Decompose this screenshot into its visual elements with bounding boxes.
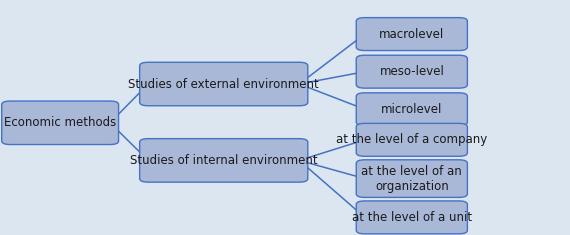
FancyBboxPatch shape	[140, 139, 308, 182]
FancyBboxPatch shape	[356, 93, 467, 126]
Text: Studies of external environment: Studies of external environment	[128, 78, 319, 90]
Text: microlevel: microlevel	[381, 103, 442, 116]
Text: at the level of a company: at the level of a company	[336, 133, 487, 146]
FancyBboxPatch shape	[2, 101, 119, 145]
Text: Studies of internal environment: Studies of internal environment	[130, 154, 317, 167]
FancyBboxPatch shape	[356, 160, 467, 197]
Text: at the level of a unit: at the level of a unit	[352, 211, 472, 224]
Text: at the level of an
organization: at the level of an organization	[361, 164, 462, 193]
FancyBboxPatch shape	[140, 62, 308, 106]
Text: macrolevel: macrolevel	[379, 27, 445, 41]
FancyBboxPatch shape	[356, 18, 467, 51]
FancyBboxPatch shape	[356, 123, 467, 156]
Text: meso-level: meso-level	[380, 65, 444, 78]
Text: Economic methods: Economic methods	[4, 116, 116, 129]
FancyBboxPatch shape	[356, 201, 467, 234]
FancyBboxPatch shape	[356, 55, 467, 88]
